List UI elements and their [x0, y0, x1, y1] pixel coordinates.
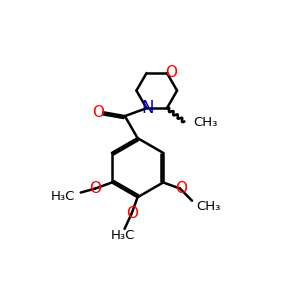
Text: O: O: [126, 206, 138, 221]
Text: O: O: [89, 181, 101, 196]
Text: H₃C: H₃C: [50, 190, 75, 203]
Text: O: O: [165, 65, 177, 80]
Text: N: N: [141, 98, 154, 116]
Text: H₃C: H₃C: [111, 229, 136, 242]
Text: O: O: [175, 181, 187, 196]
Text: CH₃: CH₃: [193, 116, 218, 129]
Text: CH₃: CH₃: [196, 200, 221, 213]
Text: O: O: [92, 105, 104, 120]
